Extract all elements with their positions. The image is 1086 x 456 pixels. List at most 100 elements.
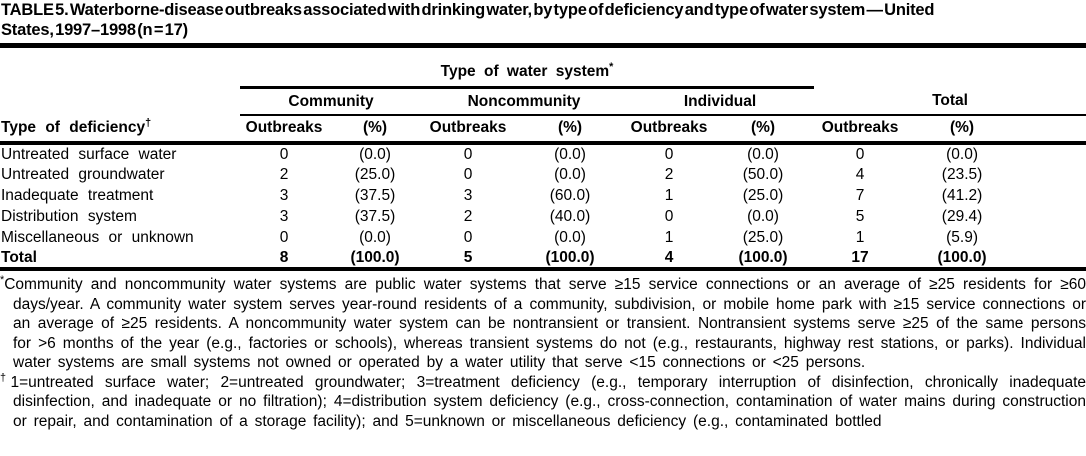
spacer-cell bbox=[0, 48, 240, 88]
cell-community-percent: (25.0) bbox=[354, 165, 396, 183]
cell-individual-outbreaks: 0 bbox=[664, 207, 674, 225]
cell-individual-percent: (0.0) bbox=[747, 145, 779, 163]
cell-total-percent: (41.2) bbox=[941, 186, 983, 204]
spacer-cell bbox=[1018, 164, 1086, 185]
cell-individual-percent: (0.0) bbox=[747, 207, 779, 225]
cell-noncommunity-outbreaks: 0 bbox=[463, 145, 473, 163]
row-label: Untreated surface water bbox=[1, 145, 177, 163]
group-header-individual: Individual bbox=[626, 87, 815, 116]
col-header-percent: (%) bbox=[514, 115, 626, 145]
cell-noncommunity-outbreaks: 3 bbox=[463, 186, 473, 204]
water-system-span-header: Type of water system* bbox=[240, 48, 815, 89]
span-header-label: Type of water system bbox=[440, 63, 610, 80]
cell-individual-outbreaks: 4 bbox=[626, 248, 712, 271]
cell-individual-outbreaks: 2 bbox=[664, 165, 674, 183]
column-header-row: Type of deficiency† Outbreaks (%) Outbre… bbox=[0, 115, 1086, 145]
cell-community-outbreaks: 0 bbox=[279, 228, 289, 246]
group-header-community: Community bbox=[240, 87, 422, 116]
cell-individual-percent: (50.0) bbox=[742, 165, 784, 183]
cell-community-percent: (37.5) bbox=[354, 186, 396, 204]
cell-total-outbreaks: 17 bbox=[814, 248, 907, 271]
cell-individual-outbreaks: 0 bbox=[664, 145, 674, 163]
asterisk-marker: * bbox=[609, 60, 614, 73]
col-header-deficiency: Type of deficiency† bbox=[0, 115, 240, 145]
table-title-line1: TABLE 5. Waterborne-disease outbreaks as… bbox=[1, 1, 935, 19]
cell-community-outbreaks: 3 bbox=[279, 186, 289, 204]
cell-total-outbreaks: 7 bbox=[855, 186, 865, 204]
table-title-line2: States, 1997–1998 (n = 17) bbox=[1, 20, 188, 39]
cell-individual-outbreaks: 1 bbox=[664, 228, 674, 246]
row-label: Inadequate treatment bbox=[1, 186, 154, 204]
cell-noncommunity-percent: (40.0) bbox=[549, 207, 591, 225]
group-header-total: Total bbox=[814, 87, 1086, 116]
row-label: Distribution system bbox=[1, 207, 137, 225]
cell-noncommunity-outbreaks: 2 bbox=[463, 207, 473, 225]
cell-total-outbreaks: 4 bbox=[855, 165, 865, 183]
col-header-percent: (%) bbox=[328, 115, 422, 145]
cell-total-percent: (100.0) bbox=[906, 248, 1019, 271]
cell-community-percent: (0.0) bbox=[359, 228, 391, 246]
cell-community-outbreaks: 2 bbox=[279, 165, 289, 183]
cell-total-percent: (5.9) bbox=[946, 228, 978, 246]
spacer-cell bbox=[1018, 227, 1086, 248]
cell-community-percent: (100.0) bbox=[328, 248, 422, 271]
cell-community-percent: (0.0) bbox=[359, 145, 391, 163]
outbreaks-table: Type of water system* Community Noncommu… bbox=[0, 48, 1086, 271]
cell-total-percent: (23.5) bbox=[941, 165, 983, 183]
spacer-cell bbox=[1018, 115, 1086, 145]
cell-noncommunity-percent: (0.0) bbox=[554, 145, 586, 163]
dagger-marker: † bbox=[145, 116, 152, 129]
table-row-distribution-system: Distribution system 3 (37.5) 2 (40.0) 0 … bbox=[0, 206, 1086, 227]
table-row-miscellaneous-or-unknown: Miscellaneous or unknown 0 (0.0) 0 (0.0)… bbox=[0, 227, 1086, 248]
cell-total-outbreaks: 1 bbox=[855, 228, 865, 246]
asterisk-marker: * bbox=[0, 273, 5, 286]
table-row-inadequate-treatment: Inadequate treatment 3 (37.5) 3 (60.0) 1… bbox=[0, 185, 1086, 206]
table-title: TABLE 5. Waterborne-disease outbreaks as… bbox=[0, 0, 1086, 48]
cell-noncommunity-percent: (100.0) bbox=[514, 248, 626, 271]
cell-noncommunity-outbreaks: 5 bbox=[422, 248, 514, 271]
col-header-outbreaks: Outbreaks bbox=[422, 115, 514, 145]
footnotes-section: *Community and noncommunity water system… bbox=[0, 273, 1086, 432]
cell-noncommunity-percent: (0.0) bbox=[554, 165, 586, 183]
deficiency-label: Type of deficiency bbox=[1, 118, 146, 136]
col-header-outbreaks: Outbreaks bbox=[626, 115, 712, 145]
table-row-total: Total 8 (100.0) 5 (100.0) 4 (100.0) 17 (… bbox=[0, 248, 1086, 271]
cell-noncommunity-percent: (60.0) bbox=[549, 186, 591, 204]
spacer-cell bbox=[814, 48, 1086, 88]
group-header-row: Community Noncommunity Individual Total bbox=[0, 87, 1086, 116]
col-header-outbreaks: Outbreaks bbox=[814, 115, 907, 145]
cell-noncommunity-outbreaks: 0 bbox=[463, 165, 473, 183]
cell-community-outbreaks: 0 bbox=[279, 145, 289, 163]
table-row-untreated-groundwater: Untreated groundwater 2 (25.0) 0 (0.0) 2… bbox=[0, 164, 1086, 185]
spacer-cell bbox=[1018, 206, 1086, 227]
col-header-outbreaks: Outbreaks bbox=[240, 115, 328, 145]
footnote-text: Community and noncommunity water systems… bbox=[4, 276, 1086, 371]
footnote-deficiency-definition: †1=untreated surface water; 2=untreated … bbox=[0, 371, 1086, 432]
dagger-marker: † bbox=[0, 371, 11, 384]
cell-community-outbreaks: 8 bbox=[240, 248, 328, 271]
row-label: Total bbox=[0, 248, 240, 271]
cell-individual-outbreaks: 1 bbox=[664, 186, 674, 204]
cell-total-percent: (0.0) bbox=[946, 145, 978, 163]
cell-noncommunity-percent: (0.0) bbox=[554, 228, 586, 246]
spacer-cell bbox=[1018, 143, 1086, 164]
cell-individual-percent: (25.0) bbox=[742, 186, 784, 204]
table-row-untreated-surface-water: Untreated surface water 0 (0.0) 0 (0.0) … bbox=[0, 143, 1086, 164]
cell-total-outbreaks: 0 bbox=[855, 145, 865, 163]
col-header-percent: (%) bbox=[906, 115, 1019, 145]
cell-individual-percent: (25.0) bbox=[742, 228, 784, 246]
spacer-cell bbox=[1018, 185, 1086, 206]
cell-community-percent: (37.5) bbox=[354, 207, 396, 225]
cell-total-outbreaks: 5 bbox=[855, 207, 865, 225]
spacer-cell bbox=[0, 88, 240, 116]
col-header-percent: (%) bbox=[712, 115, 815, 145]
cell-community-outbreaks: 3 bbox=[279, 207, 289, 225]
footnote-water-system-definition: *Community and noncommunity water system… bbox=[0, 273, 1086, 373]
span-header-row: Type of water system* bbox=[0, 48, 1086, 89]
spacer-cell bbox=[1018, 248, 1086, 271]
cell-total-percent: (29.4) bbox=[941, 207, 983, 225]
row-label: Untreated groundwater bbox=[1, 165, 165, 183]
group-header-noncommunity: Noncommunity bbox=[422, 87, 626, 116]
row-label: Miscellaneous or unknown bbox=[1, 228, 194, 246]
cell-noncommunity-outbreaks: 0 bbox=[463, 228, 473, 246]
